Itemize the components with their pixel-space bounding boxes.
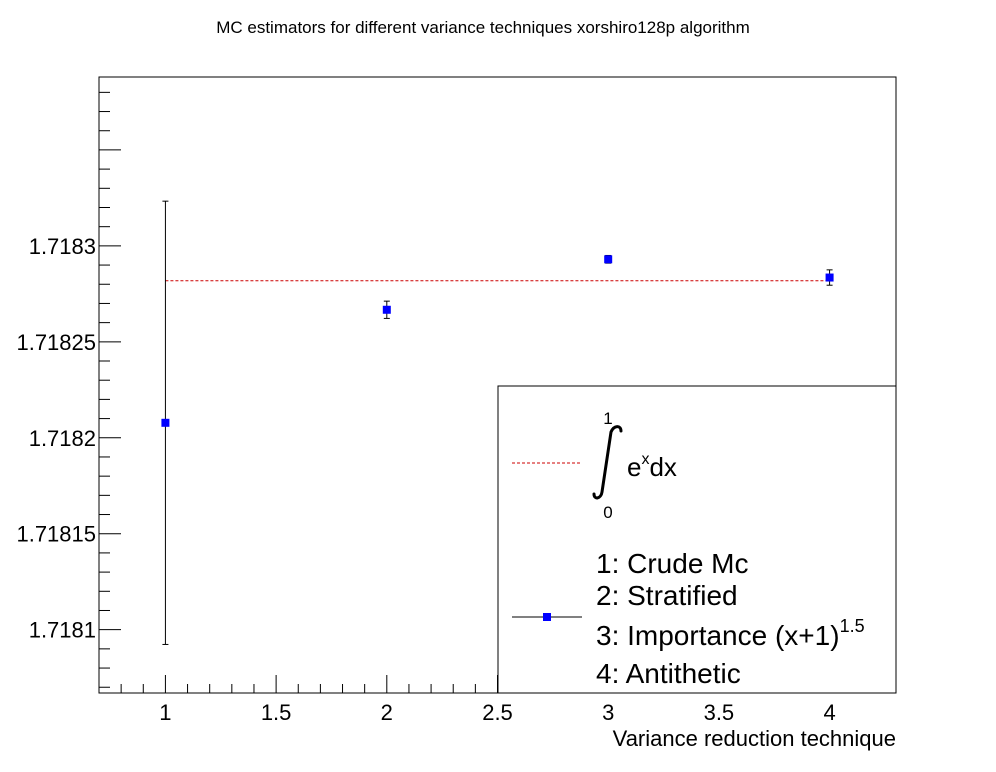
- legend-entry-2: 2: Stratified: [596, 580, 738, 611]
- legend-series-sample: [512, 613, 582, 621]
- x-tick-label: 1.5: [261, 700, 292, 725]
- integral-lower-limit: 0: [603, 503, 612, 522]
- legend-entry-1: 1: Crude Mc: [596, 548, 749, 579]
- y-tick-label: 1.71815: [16, 522, 96, 547]
- data-point: [382, 305, 391, 314]
- integrand-exponent: x: [641, 451, 649, 468]
- data-point: [825, 273, 834, 282]
- legend: 1 0 exdx 1: Crude Mc 2: Stratified 3: Im…: [497, 385, 897, 694]
- data-point: [161, 418, 170, 427]
- legend-series-marker: [543, 613, 551, 621]
- legend-entry-3-text: 3: Importance (x+1): [596, 620, 840, 651]
- y-tick-label: 1.7183: [29, 234, 96, 259]
- integrand: exdx: [627, 451, 677, 482]
- chart-title: MC estimators for different variance tec…: [216, 18, 750, 37]
- legend-entry-3: 3: Importance (x+1)1.5: [596, 616, 865, 651]
- x-tick-label: 3.5: [704, 700, 735, 725]
- integral-upper-limit: 1: [603, 409, 612, 428]
- data-points-layer: [161, 200, 834, 645]
- y-tick-label: 1.71825: [16, 330, 96, 355]
- y-tick-label: 1.7182: [29, 426, 96, 451]
- legend-box: [497, 385, 897, 694]
- y-tick-label: 1.7181: [29, 618, 96, 643]
- legend-entry-3-superscript: 1.5: [840, 616, 865, 636]
- x-tick-label: 2: [381, 700, 393, 725]
- legend-integral-formula: 1 0 exdx: [592, 409, 677, 522]
- x-tick-label: 3: [602, 700, 614, 725]
- x-axis-label: Variance reduction technique: [613, 726, 896, 751]
- x-tick-label: 1: [159, 700, 171, 725]
- integral-sign-icon: [592, 425, 623, 500]
- x-tick-label: 4: [823, 700, 835, 725]
- legend-entry-4: 4: Antithetic: [596, 658, 741, 689]
- x-tick-label: 2.5: [482, 700, 513, 725]
- y-axis: 1.7181 1.71815 1.7182 1.71825 1.7183: [16, 91, 121, 688]
- data-point: [604, 255, 613, 264]
- integrand-base: e: [627, 452, 641, 482]
- integrand-rest: dx: [649, 452, 676, 482]
